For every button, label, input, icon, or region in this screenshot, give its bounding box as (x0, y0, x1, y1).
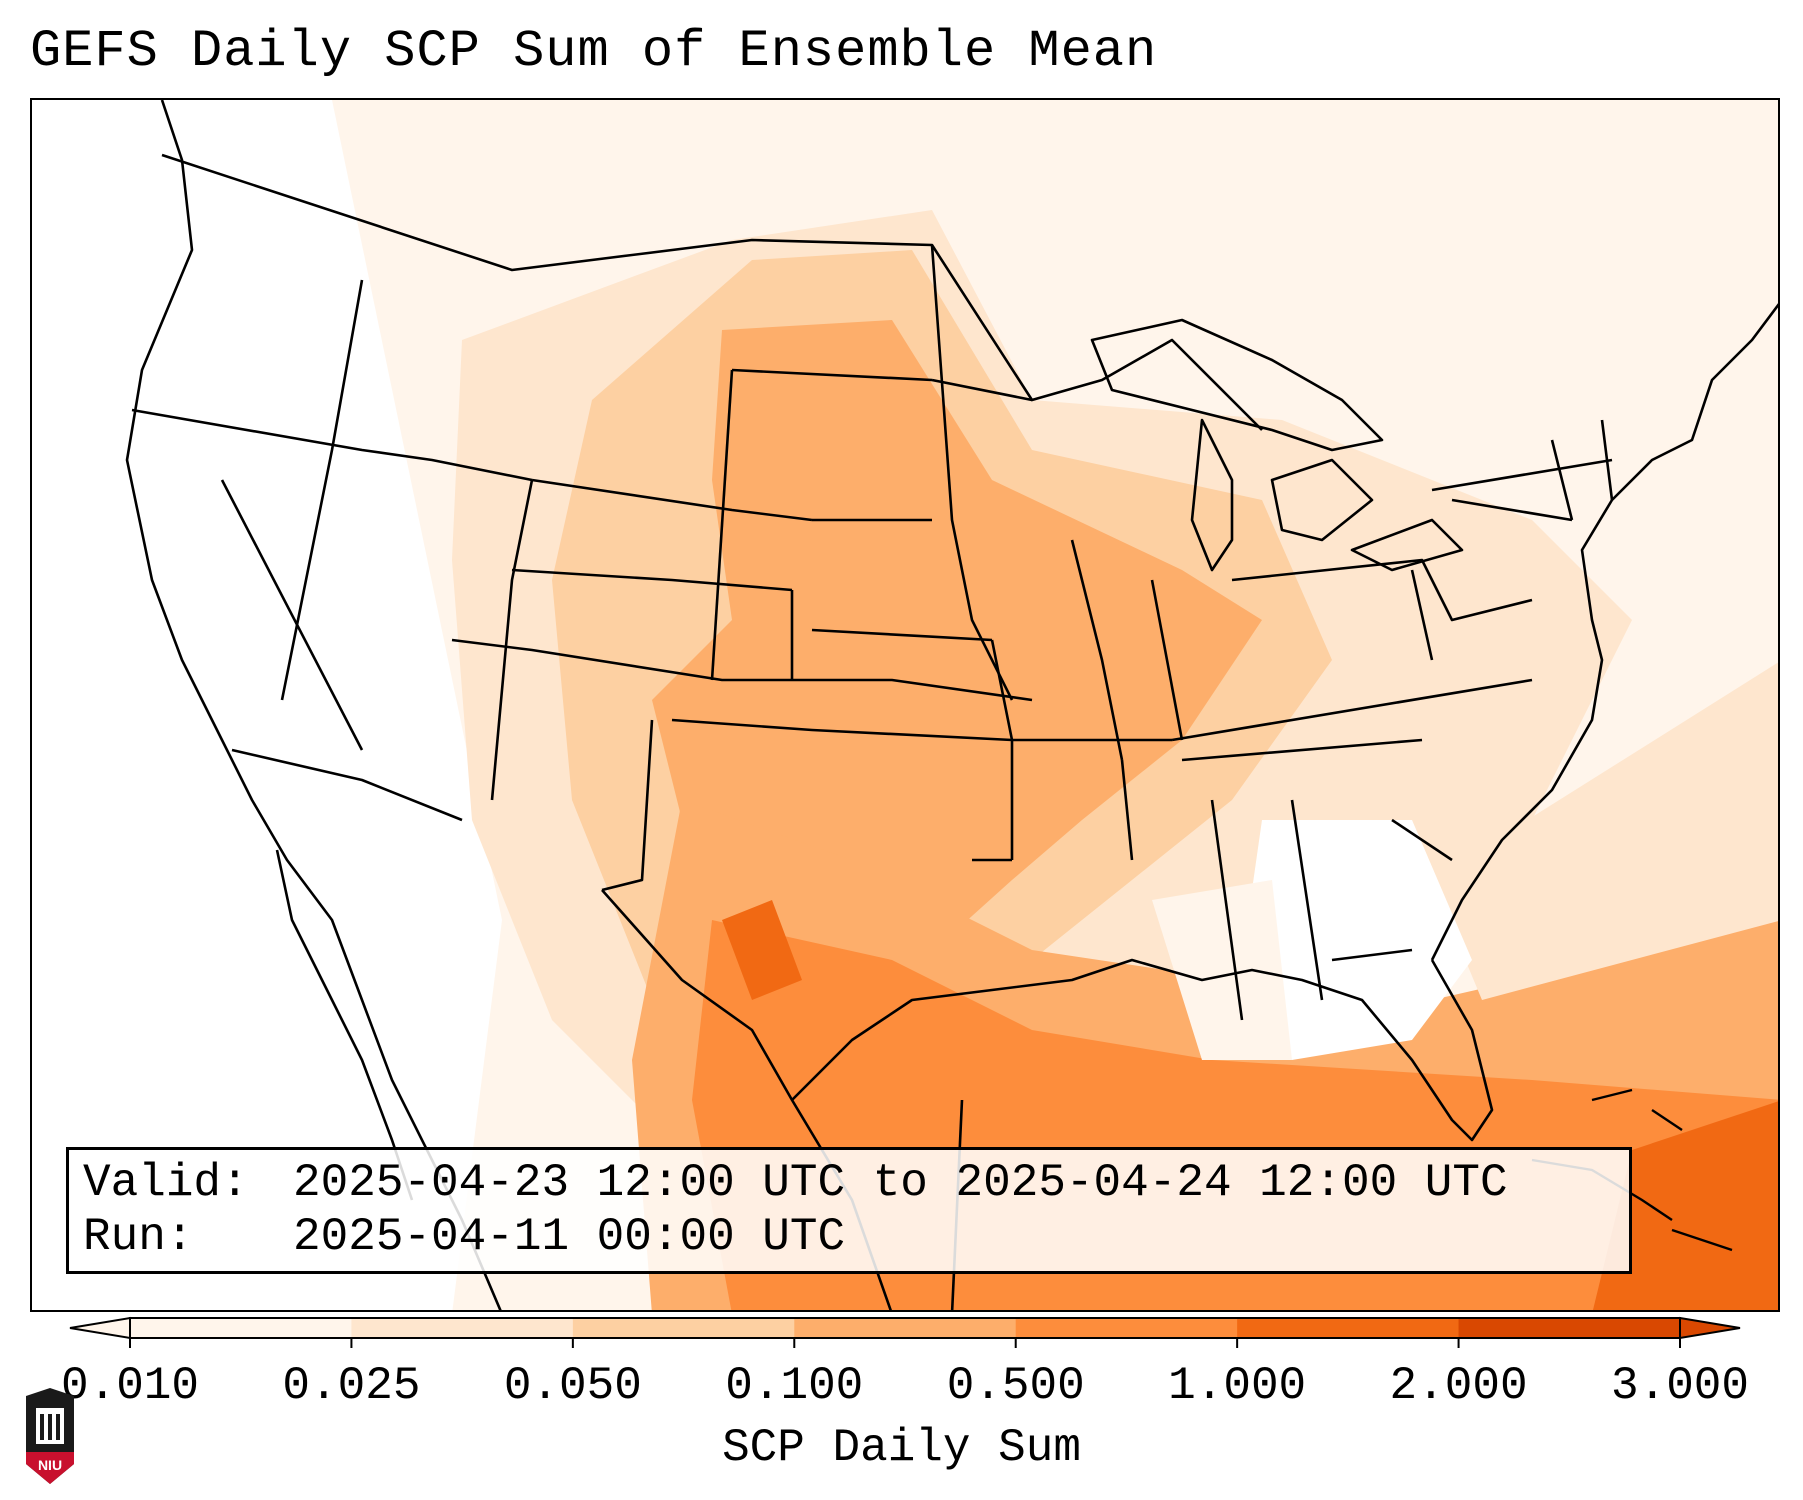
map-title: GEFS Daily SCP Sum of Ensemble Mean (30, 22, 1158, 81)
valid-value: 2025-04-23 12:00 UTC to 2025-04-24 12:00… (293, 1157, 1508, 1209)
colorbar-label: SCP Daily Sum (722, 1422, 1081, 1474)
colorbar-tick-label: 0.050 (503, 1360, 642, 1412)
map-panel (30, 98, 1780, 1312)
valid-run-info-box: Valid: 2025-04-23 12:00 UTC to 2025-04-2… (66, 1147, 1632, 1274)
run-row: Run: 2025-04-11 00:00 UTC (83, 1210, 1615, 1264)
valid-row: Valid: 2025-04-23 12:00 UTC to 2025-04-2… (83, 1156, 1615, 1210)
scp-map (32, 100, 1778, 1310)
colorbar-tick-label: 0.010 (60, 1360, 200, 1412)
colorbar-bin-0 (130, 1318, 352, 1338)
colorbar-tick-label: 0.025 (282, 1360, 421, 1412)
logo-text: NIU (38, 1457, 62, 1473)
valid-label: Valid: (83, 1157, 249, 1209)
colorbar-extend-low (69, 1316, 131, 1340)
colorbar-tick-label: 3.000 (1610, 1360, 1750, 1412)
scp-shading (32, 100, 1778, 1310)
niu-logo: NIU (22, 1388, 78, 1484)
colorbar-tick-label: 1.000 (1168, 1360, 1307, 1412)
colorbar-tick-label: 2.000 (1389, 1360, 1528, 1412)
colorbar-bin-2 (572, 1318, 795, 1338)
colorbar-bin-3 (794, 1318, 1017, 1338)
colorbar-tick-label: 0.500 (946, 1360, 1085, 1412)
colorbar-extend-high (1679, 1316, 1741, 1340)
colorbar-bin-1 (351, 1318, 574, 1338)
colorbar (69, 1312, 1741, 1348)
state-borders (125, 100, 1778, 1310)
colorbar-bin-4 (1015, 1318, 1238, 1338)
colorbar-tick-label: 0.100 (725, 1360, 864, 1412)
colorbar-bin-6 (1458, 1318, 1681, 1338)
colorbar-outline (129, 1317, 1681, 1339)
run-value: 2025-04-11 00:00 UTC (293, 1211, 846, 1263)
run-label: Run: (83, 1211, 194, 1263)
colorbar-bin-5 (1237, 1318, 1460, 1338)
colorbar-svg (69, 1316, 1741, 1348)
